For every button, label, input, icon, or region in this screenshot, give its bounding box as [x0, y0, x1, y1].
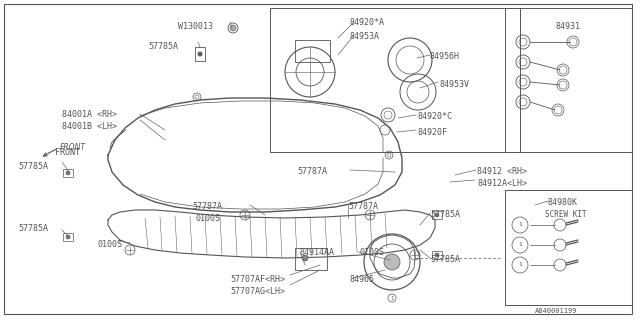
Bar — [505, 190, 632, 305]
Bar — [195, 47, 205, 61]
Circle shape — [66, 235, 70, 239]
Text: 57785A: 57785A — [430, 210, 460, 219]
Circle shape — [230, 25, 236, 31]
Circle shape — [435, 253, 439, 257]
Bar — [270, 8, 520, 152]
Text: 84953A: 84953A — [350, 32, 380, 41]
Bar — [295, 40, 330, 62]
Text: W130013: W130013 — [178, 22, 213, 31]
Text: 57785A: 57785A — [18, 162, 48, 171]
Text: 57785A: 57785A — [148, 42, 178, 51]
Text: FRONT: FRONT — [55, 148, 80, 157]
Text: 84980K: 84980K — [548, 198, 578, 207]
Text: 57707AF<RH>: 57707AF<RH> — [230, 275, 285, 284]
Text: 84912A<LH>: 84912A<LH> — [477, 179, 527, 188]
Text: A840001199: A840001199 — [535, 308, 577, 314]
Circle shape — [302, 255, 308, 261]
Text: 84953V: 84953V — [440, 80, 470, 89]
Text: 57787A: 57787A — [192, 202, 222, 211]
Text: 84920F: 84920F — [418, 128, 448, 137]
Text: 84920*C: 84920*C — [418, 112, 453, 121]
Text: 57787A: 57787A — [348, 202, 378, 211]
Text: 1: 1 — [518, 243, 522, 247]
Bar — [505, 8, 632, 152]
Circle shape — [384, 254, 400, 270]
Bar — [63, 233, 73, 241]
Bar — [432, 251, 442, 259]
Circle shape — [198, 52, 202, 56]
Text: 84914AA: 84914AA — [300, 248, 335, 257]
Text: 84001A <RH>: 84001A <RH> — [62, 110, 117, 119]
Bar — [295, 248, 327, 270]
Text: 84912 <RH>: 84912 <RH> — [477, 167, 527, 176]
Text: 84931: 84931 — [555, 22, 580, 31]
Text: SCREW KIT: SCREW KIT — [545, 210, 587, 219]
Text: 1: 1 — [518, 262, 522, 268]
Text: 0100S: 0100S — [196, 214, 221, 223]
Text: 0100S: 0100S — [97, 240, 122, 249]
Text: 57785A: 57785A — [18, 224, 48, 233]
Text: 1: 1 — [390, 295, 394, 300]
Bar — [63, 169, 73, 177]
Text: 84001B <LH>: 84001B <LH> — [62, 122, 117, 131]
Text: 57707AG<LH>: 57707AG<LH> — [230, 287, 285, 296]
Text: FRONT: FRONT — [60, 143, 86, 153]
Text: 57787A: 57787A — [297, 167, 327, 176]
Text: 84965: 84965 — [350, 275, 375, 284]
Bar — [432, 211, 442, 219]
Text: 57785A: 57785A — [430, 255, 460, 264]
Text: 84920*A: 84920*A — [350, 18, 385, 27]
Circle shape — [435, 213, 439, 217]
Text: 0100S: 0100S — [360, 248, 385, 257]
Text: 84956H: 84956H — [430, 52, 460, 61]
Text: 1: 1 — [518, 222, 522, 228]
Circle shape — [66, 171, 70, 175]
